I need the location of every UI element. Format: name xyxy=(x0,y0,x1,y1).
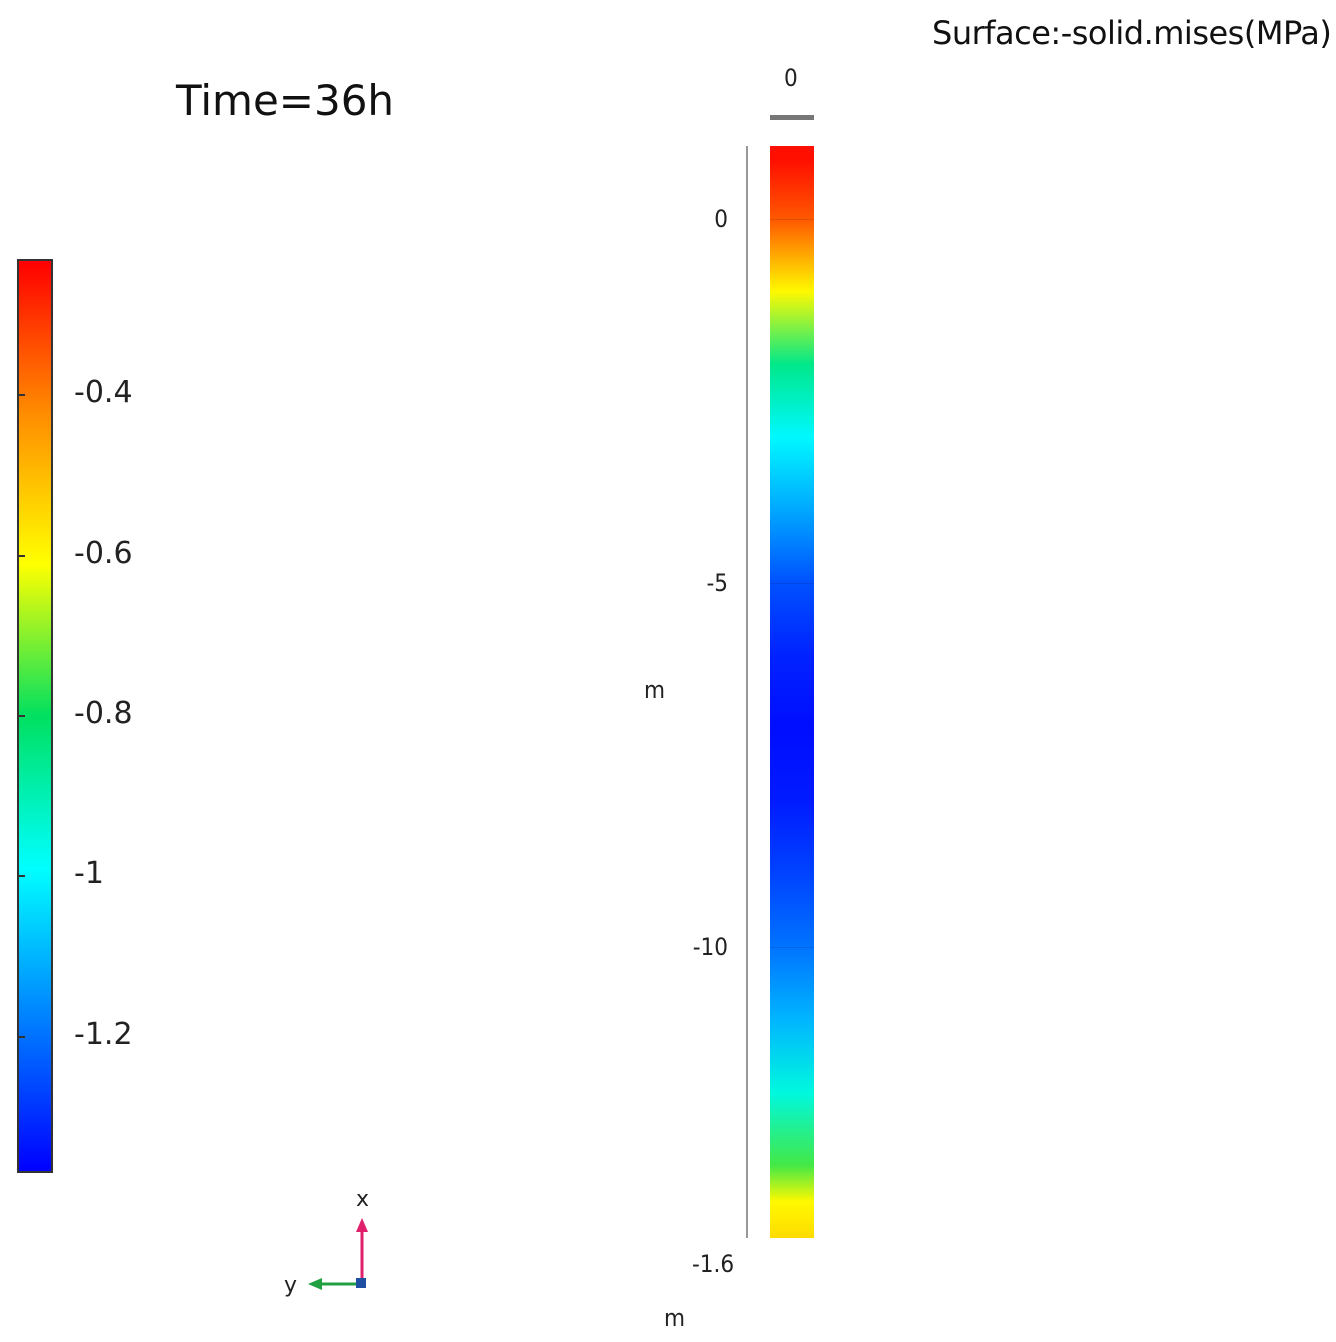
stress-column xyxy=(770,146,814,1238)
x-axis-segment xyxy=(770,115,814,120)
colorbar-tick-mark xyxy=(17,875,25,878)
plot-title: Surface:-solid.mises(MPa) xyxy=(932,14,1332,52)
triad-y-arrow xyxy=(308,1278,322,1290)
y-tick-label: 0 xyxy=(714,204,728,233)
x-axis-unit: m xyxy=(664,1304,686,1332)
y-tick-label: -5 xyxy=(706,568,728,597)
colorbar-tick-label: -0.8 xyxy=(74,696,133,731)
colorbar-tick-mark xyxy=(17,394,25,397)
colorbar-tick-label: -0.6 xyxy=(74,535,133,571)
axis-triad: x y xyxy=(284,1187,369,1298)
colorbar-tick-label: -1 xyxy=(74,856,104,892)
y-grid-line xyxy=(770,218,814,220)
colorbar-tick-mark xyxy=(17,554,25,557)
time-label: Time=36h xyxy=(176,76,395,125)
y-axis-bottom-label: -1.6 xyxy=(692,1250,735,1278)
triad-x-arrow xyxy=(356,1218,368,1232)
y-axis-unit: m xyxy=(644,676,666,704)
triad-y-label: y xyxy=(284,1273,297,1298)
colorbar-tick-label: -0.4 xyxy=(74,375,133,411)
x-tick-label: 0 xyxy=(784,64,798,92)
y-axis-line xyxy=(746,146,748,1238)
y-tick-label: -10 xyxy=(692,932,728,961)
colorbar-tick-mark xyxy=(17,1035,25,1038)
triad-x-label: x xyxy=(356,1187,369,1212)
colorbar-tick-label: -1.2 xyxy=(74,1016,133,1052)
colorbar-tick-mark xyxy=(17,715,25,717)
y-grid-line xyxy=(770,582,814,584)
y-grid-line xyxy=(770,946,814,948)
triad-z-marker xyxy=(356,1278,366,1288)
